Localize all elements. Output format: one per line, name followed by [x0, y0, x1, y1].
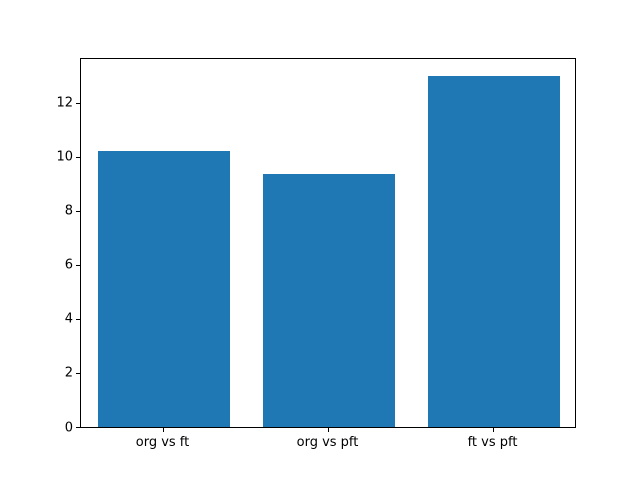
y-tick-mark	[76, 264, 80, 266]
y-tick-mark	[76, 372, 80, 374]
x-tick-mark	[162, 428, 164, 432]
bar-org-vs-ft	[97, 151, 230, 427]
y-tick-mark	[76, 102, 80, 104]
y-tick-label: 10	[56, 149, 73, 165]
bars-layer	[81, 59, 575, 427]
x-tick-label: ft vs pft	[467, 435, 518, 450]
plot-area	[80, 58, 576, 428]
x-tick-mark	[327, 428, 329, 432]
y-tick-label: 6	[64, 257, 73, 273]
y-tick-label: 8	[64, 203, 73, 219]
y-tick-mark	[76, 156, 80, 158]
y-tick-mark	[76, 318, 80, 320]
y-tick-label: 4	[64, 311, 73, 327]
y-tick-label: 0	[64, 420, 73, 435]
x-tick-label: org vs ft	[135, 435, 190, 450]
y-tick-mark	[76, 427, 80, 428]
y-tick-label: 12	[56, 95, 73, 111]
bar-org-vs-pft	[262, 174, 395, 427]
x-tick-label: org vs pft	[296, 435, 359, 450]
y-tick-label: 2	[64, 365, 73, 381]
x-tick-mark	[492, 428, 494, 432]
y-tick-mark	[76, 210, 80, 212]
bar-ft-vs-pft	[427, 75, 560, 427]
